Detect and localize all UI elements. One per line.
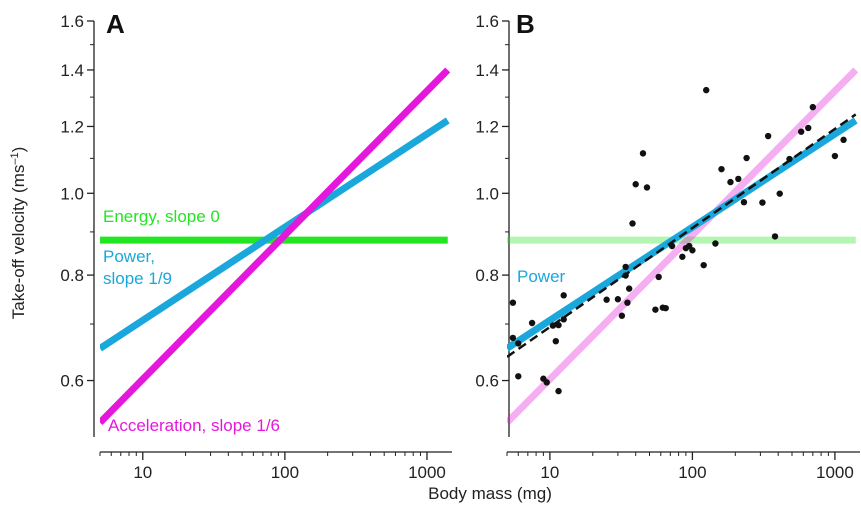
panel-b-letter: B [516,9,535,39]
power-line [100,117,450,352]
data-point [764,132,772,140]
data-point [528,319,536,327]
panel-a-x-axis: 10 100 1000 [99,451,452,482]
data-point [712,240,719,247]
power-annotation: Power, [103,247,155,266]
x-tick-label: 10 [133,463,152,482]
data-point [679,253,686,260]
y-axis-title: Take-off velocity (ms–1) [9,147,28,320]
acceleration-line-faded [507,67,859,426]
data-point [543,379,550,386]
y-tick-label: 0.8 [60,266,84,285]
y-tick-label: 1.2 [475,117,499,136]
data-point [776,190,783,197]
x-tick-label: 100 [678,463,706,482]
y-tick-label: 1.4 [60,61,84,80]
power-annotation: slope 1/9 [103,269,172,288]
data-point [759,199,766,206]
panel-a-annotations: Energy, slope 0 Power, slope 1/9 Accelerati… [103,207,280,435]
data-point [515,373,522,380]
panel-a-letter: A [106,9,125,39]
data-point [668,242,676,250]
y-tick-label: 1.6 [60,12,84,31]
power-annotation: Power [517,267,566,286]
y-tick-label: 1.0 [60,184,84,203]
y-tick-label: 0.6 [475,372,499,391]
data-point [643,184,651,191]
data-point [662,304,669,312]
data-point [652,306,659,313]
y-tick-label: 1.0 [475,184,499,203]
panel-a-y-axis: 0.6 0.8 1.0 1.2 1.4 1.6 [60,12,95,437]
data-point [560,292,567,299]
energy-annotation: Energy, slope 0 [103,207,220,226]
data-point [735,175,742,183]
panel-a: A 0.6 0.8 1.0 1.2 1.4 1.6 10 100 1000 Energy, s… [60,9,452,482]
data-point [700,261,707,269]
data-point [629,220,636,227]
data-point [632,181,639,188]
panel-b-annotations: Power [517,267,566,286]
x-tick-label: 100 [271,463,299,482]
data-point [786,155,793,163]
data-point [515,340,522,347]
x-tick-label: 1000 [816,463,854,482]
y-tick-label: 1.6 [475,12,499,31]
data-point [727,178,734,186]
acceleration-annotation: Acceleration, slope 1/6 [108,416,280,435]
data-point [509,334,517,342]
x-axis-title: Body mass (mg) [428,484,552,503]
panel-b-x-axis: 10 100 1000 [506,451,860,482]
data-point [797,128,805,135]
panel-b: B 0.6 0.8 1.0 1.2 1.4 1.6 10 100 1000 Power [475,9,860,482]
data-point [622,263,629,271]
data-point [840,136,847,144]
data-point [509,299,517,306]
x-tick-label: 1000 [408,463,446,482]
data-point [743,154,750,162]
data-point [603,296,610,303]
data-point [555,387,562,395]
data-point [703,86,710,94]
data-point [549,322,557,329]
data-point [831,152,839,160]
data-point [771,233,779,240]
y-tick-label: 0.6 [60,372,84,391]
data-point [614,296,622,303]
acceleration-line [100,67,451,426]
data-point [740,198,748,206]
panel-b-plot-area [507,67,859,426]
y-tick-label: 1.4 [475,61,499,80]
y-tick-label: 1.2 [60,117,84,136]
data-point [624,299,631,306]
data-point [622,272,629,279]
data-point [689,247,696,254]
data-point [555,321,562,329]
x-tick-label: 10 [540,463,559,482]
data-point [552,337,559,345]
data-point [560,316,567,323]
y-tick-label: 0.8 [475,266,499,285]
panel-b-y-axis: 0.6 0.8 1.0 1.2 1.4 1.6 [475,12,510,437]
fit-dashed-line [507,113,857,358]
data-point [805,124,812,132]
panel-a-plot-area [100,67,451,426]
data-point [718,165,725,173]
data-point [618,312,626,319]
data-point [809,103,817,111]
data-point [625,285,633,292]
data-point [655,273,662,281]
data-point [639,150,647,157]
